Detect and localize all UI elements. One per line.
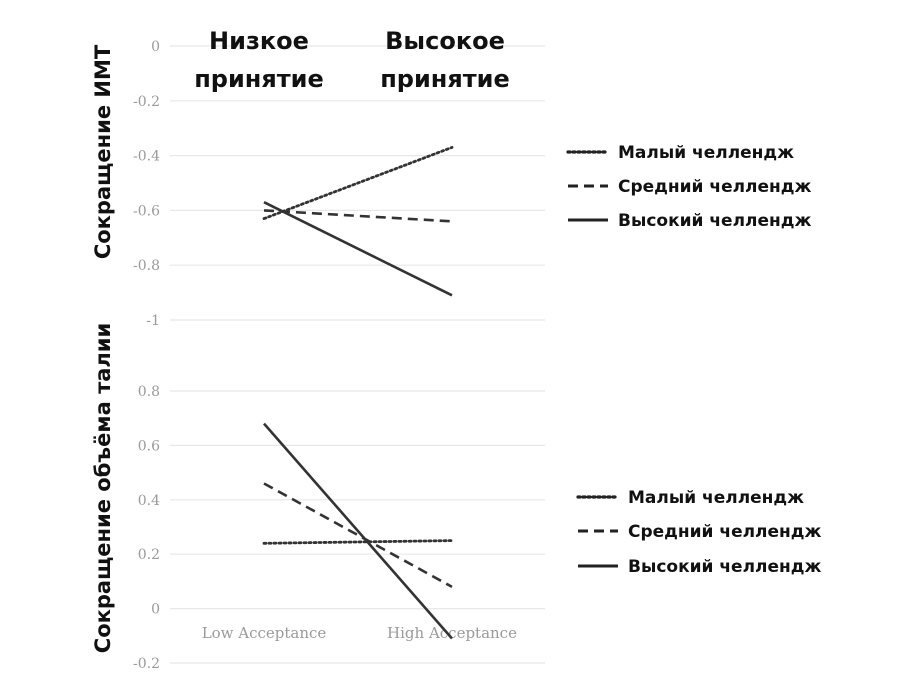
- y-tick-label: 0.8: [138, 384, 160, 400]
- series-lines: [262, 145, 454, 640]
- series-line-solid: [263, 422, 453, 640]
- y-tick-labels: 0 -0.2 -0.4 -0.6 -0.8 -1 0.8 0.6 0.4 0.2 0 -0.2: [133, 39, 160, 672]
- y-tick-label: 0.6: [138, 438, 160, 454]
- legend-label: Малый челлендж: [628, 488, 804, 508]
- legend-label: Малый челлендж: [618, 143, 794, 163]
- x-tick-label: Low Acceptance: [202, 624, 327, 642]
- y-axis-label-bmi: Сокращение ИМТ: [91, 44, 115, 259]
- y-tick-label: 0: [151, 39, 160, 55]
- header-high-line1: Высокое: [385, 27, 505, 55]
- y-tick-label: 0: [151, 602, 160, 618]
- x-tick-label: High Acceptance: [387, 624, 517, 642]
- header-low-line2: принятие: [194, 65, 324, 93]
- series-line-solid: [263, 201, 453, 297]
- y-tick-label: -0.8: [133, 258, 160, 274]
- series-line-dotted: [262, 145, 454, 221]
- legend-label: Средний челлендж: [618, 177, 811, 197]
- y-tick-label: -1: [146, 313, 160, 329]
- series-line-dashed: [263, 482, 453, 588]
- y-tick-label: -0.2: [133, 94, 160, 110]
- gridlines: [170, 45, 545, 664]
- y-tick-label: -0.2: [133, 656, 160, 672]
- y-tick-label: 0.4: [138, 493, 160, 509]
- header-low-line1: Низкое: [209, 27, 309, 55]
- y-tick-label: 0.2: [138, 547, 160, 563]
- y-tick-label: -0.6: [133, 203, 160, 219]
- header-high-line2: принятие: [380, 65, 510, 93]
- y-tick-label: -0.4: [133, 149, 160, 165]
- legends: Малый челлендж Средний челлендж Высокий че…: [566, 143, 821, 577]
- x-tick-labels: Low Acceptance High Acceptance: [202, 624, 517, 642]
- legend-label: Высокий челлендж: [618, 211, 811, 231]
- series-line-dotted: [262, 539, 454, 545]
- legend-label: Средний челлендж: [628, 522, 821, 542]
- legend-label: Высокий челлендж: [628, 557, 821, 577]
- y-axis-label-waist: Сокращение объёма талии: [91, 323, 115, 653]
- column-headers: Низкое принятие Высокое принятие: [194, 27, 510, 93]
